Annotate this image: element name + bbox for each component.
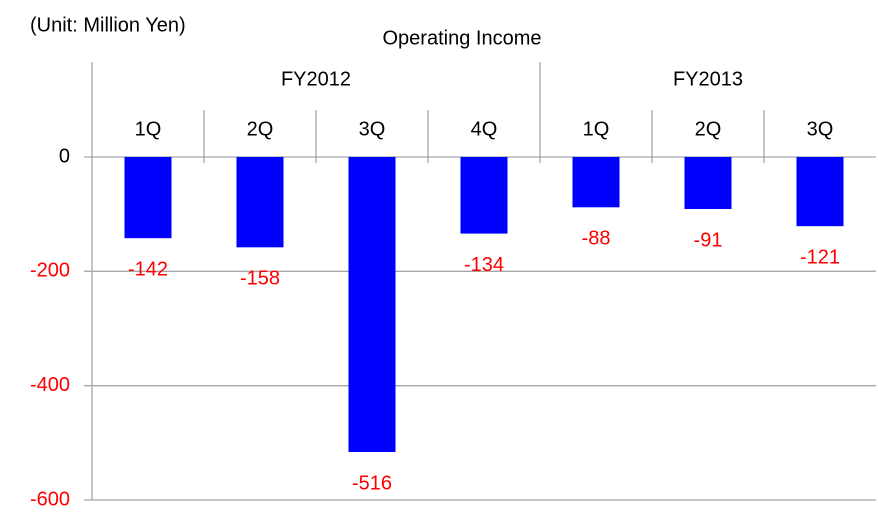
data-label: -121 <box>800 246 840 268</box>
bar <box>460 157 508 234</box>
x-tick-label: 1Q <box>135 118 162 140</box>
data-label: -134 <box>464 254 504 276</box>
bar <box>124 157 172 239</box>
data-label: -88 <box>582 228 611 250</box>
unit-note: (Unit: Million Yen) <box>30 14 186 36</box>
x-tick-label: 2Q <box>247 118 274 140</box>
x-tick-label: 4Q <box>471 118 498 140</box>
data-label: -91 <box>694 229 723 251</box>
y-tick-label: -400 <box>30 374 70 396</box>
bar <box>684 157 732 210</box>
group-label: FY2012 <box>281 68 351 90</box>
x-tick-label: 3Q <box>807 118 834 140</box>
x-tick-label: 1Q <box>583 118 610 140</box>
group-label: FY2013 <box>673 68 743 90</box>
bar <box>796 157 844 227</box>
y-tick-label: 0 <box>59 145 70 167</box>
bar <box>236 157 284 248</box>
data-label: -158 <box>240 268 280 290</box>
data-label: -142 <box>128 258 168 280</box>
bar <box>348 157 396 452</box>
chart-title: Operating Income <box>383 27 542 49</box>
y-tick-label: -200 <box>30 260 70 282</box>
y-tick-label: -600 <box>30 488 70 510</box>
x-tick-label: 2Q <box>695 118 722 140</box>
bar <box>572 157 620 208</box>
data-label: -516 <box>352 472 392 494</box>
x-tick-label: 3Q <box>359 118 386 140</box>
